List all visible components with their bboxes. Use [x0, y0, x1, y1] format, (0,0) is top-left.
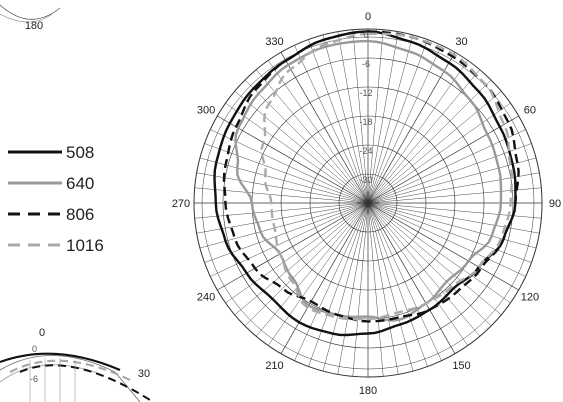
angle-label: 60 [524, 105, 536, 117]
angle-label: 150 [452, 360, 470, 372]
ring-label: 0 [363, 30, 368, 40]
angle-label: 240 [197, 292, 215, 304]
polar-grid [193, 28, 543, 378]
ring-labels: 0 -6 -12 -18 -24 -30 [359, 30, 372, 185]
ring-label: -12 [359, 88, 372, 98]
ring-label: -6 [362, 59, 370, 69]
ring-label: -24 [359, 146, 372, 156]
polar-series-group [213, 30, 520, 337]
partial-polar-chart-top: 180 [0, 4, 61, 32]
main-polar-chart: 0 30 60 90 120 150 180 210 240 270 300 330 0 -6 -12 -1… [172, 11, 561, 397]
angle-label: 30 [455, 36, 467, 48]
series-line-508 [213, 30, 517, 337]
grid-ring [222, 57, 514, 349]
ring-label: -18 [359, 117, 372, 127]
partial-bottom-angle-zero: 0 [39, 327, 45, 339]
grid-ring [309, 144, 427, 262]
angle-label: 90 [549, 198, 561, 210]
legend-label-1016: 1016 [66, 236, 104, 255]
legend-label-508: 508 [66, 143, 94, 162]
grid-ring [280, 115, 456, 291]
series-line-806 [222, 30, 520, 323]
partial-polar-chart-bottom: 0 30 0 -6 [0, 327, 151, 402]
partial-top-angle-label: 180 [25, 20, 43, 32]
angle-label: 0 [365, 11, 371, 23]
grid-ring [201, 36, 535, 370]
series-line-640 [234, 39, 503, 322]
angle-label: 210 [265, 360, 283, 372]
partial-bottom-ring-label: 0 [32, 344, 37, 354]
grid-ring [338, 173, 398, 233]
angle-labels: 0 30 60 90 120 150 180 210 240 270 300 330 [172, 11, 561, 397]
series-line-1016 [260, 32, 514, 321]
legend-label-640: 640 [66, 174, 94, 193]
angle-label: 120 [521, 292, 539, 304]
chart-legend: 508 640 806 1016 [8, 143, 104, 255]
ring-label: -30 [359, 175, 372, 185]
angle-label: 300 [197, 105, 215, 117]
grid-ring [193, 28, 543, 378]
legend-label-806: 806 [66, 205, 94, 224]
angle-label: 180 [359, 385, 377, 397]
angle-label: 270 [172, 198, 190, 210]
angle-label: 330 [265, 36, 283, 48]
partial-bottom-ring-label: -6 [30, 374, 38, 384]
partial-bottom-angle-thirty: 30 [138, 368, 150, 380]
